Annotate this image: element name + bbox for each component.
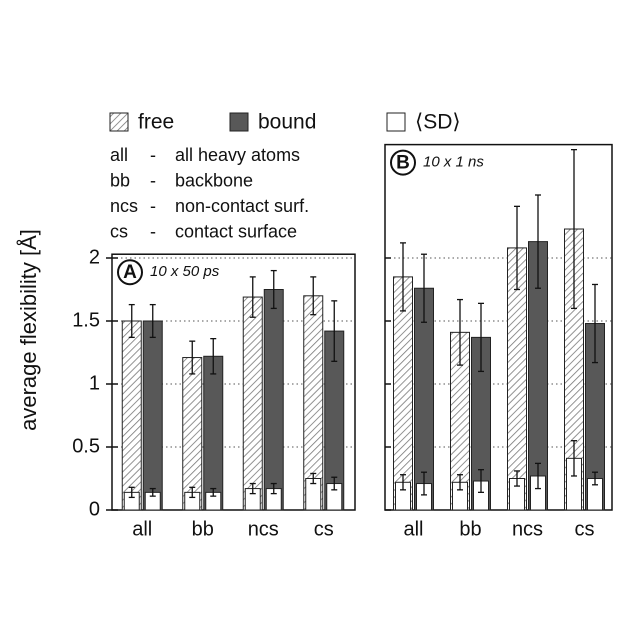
y-axis-label: average flexibility [Å] bbox=[16, 229, 41, 431]
key-abbr: bb bbox=[110, 170, 130, 190]
key-abbr: all bbox=[110, 145, 128, 165]
legend-label: ⟨SD⟩ bbox=[415, 111, 461, 134]
bar bbox=[142, 320, 163, 511]
plot-frame bbox=[111, 253, 356, 511]
legend-swatch bbox=[386, 112, 406, 132]
plot-frame bbox=[384, 143, 613, 511]
bar bbox=[242, 296, 263, 511]
legend-label: bound bbox=[258, 111, 316, 134]
key-abbr: ncs bbox=[110, 196, 138, 216]
key-desc: backbone bbox=[175, 170, 253, 190]
key-separator: - bbox=[150, 170, 156, 190]
key-separator: - bbox=[150, 221, 156, 241]
legend-swatch bbox=[229, 112, 249, 132]
key-desc: contact surface bbox=[175, 221, 297, 241]
key-desc: non-contact surf. bbox=[175, 196, 309, 216]
panel-badge bbox=[390, 149, 416, 176]
y-tick-label: 1.5 bbox=[72, 309, 100, 331]
key-separator: - bbox=[150, 196, 156, 216]
panel-note: 10 x 50 ps bbox=[150, 263, 220, 280]
key-abbr: cs bbox=[110, 221, 128, 241]
legend-label: free bbox=[138, 111, 174, 134]
x-tick-label: cs bbox=[575, 518, 595, 540]
x-tick-label: ncs bbox=[248, 518, 279, 540]
panel-label: A bbox=[123, 262, 137, 283]
y-tick-label: 0 bbox=[89, 498, 100, 520]
key-desc: all heavy atoms bbox=[175, 145, 300, 165]
y-tick-label: 0.5 bbox=[72, 435, 100, 457]
panel-note: 10 x 1 ns bbox=[423, 154, 484, 171]
y-tick-label: 2 bbox=[89, 246, 100, 268]
bar bbox=[263, 289, 284, 511]
x-tick-label: bb bbox=[192, 518, 214, 540]
bar bbox=[121, 320, 142, 511]
y-tick-label: 1 bbox=[89, 372, 100, 394]
panel-badge bbox=[117, 259, 143, 286]
bar bbox=[203, 355, 224, 511]
panel-label: B bbox=[396, 153, 410, 174]
key-separator: - bbox=[150, 145, 156, 165]
x-tick-label: all bbox=[403, 518, 423, 540]
x-tick-label: bb bbox=[459, 518, 481, 540]
x-tick-label: ncs bbox=[512, 518, 543, 540]
x-tick-label: all bbox=[132, 518, 152, 540]
legend-swatch bbox=[109, 112, 129, 132]
x-tick-label: cs bbox=[314, 518, 334, 540]
